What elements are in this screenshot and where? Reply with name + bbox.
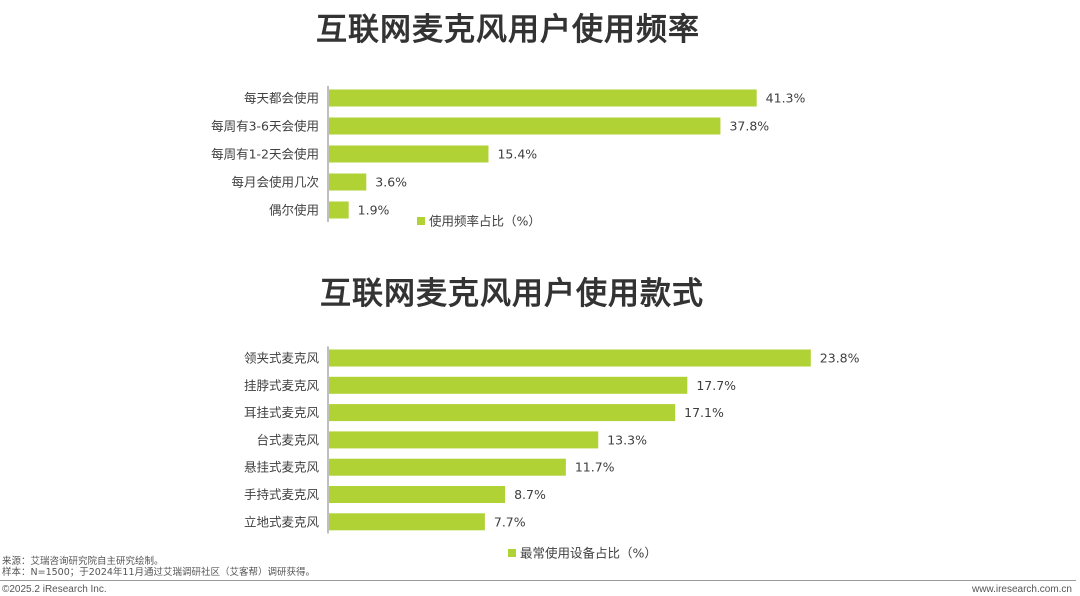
styles-bar-chart: 领夹式麦克风 23.8% 挂脖式麦克风 17.7% 耳挂式麦克风 17.1% 台式麦克风 13… (244, 346, 860, 561)
bar (329, 145, 489, 163)
value-label: 15.4% (497, 147, 537, 162)
legend: 最常使用设备占比（%） (508, 546, 657, 561)
value-label: 37.8% (729, 119, 769, 134)
legend: 使用频率占比（%） (417, 214, 541, 229)
category-label: 手持式麦克风 (244, 487, 320, 502)
value-label: 13.3% (607, 432, 647, 447)
value-label: 17.1% (684, 405, 724, 420)
chart-title-frequency: 互联网麦克风用户使用频率 (316, 12, 700, 48)
footer-notes: 来源：艾瑞咨询研究院自主研究绘制。 样本：N=1500；于2024年11月通过艾… (2, 556, 315, 578)
bar (329, 173, 367, 191)
value-label: 17.7% (696, 378, 736, 393)
bar (329, 117, 721, 135)
value-label: 8.7% (514, 487, 546, 502)
value-label: 11.7% (575, 460, 615, 475)
bar (329, 431, 599, 449)
category-label: 每月会使用几次 (231, 175, 319, 190)
value-label: 3.6% (375, 175, 407, 190)
frequency-bar-chart: 每天都会使用 41.3% 每周有3-6天会使用 37.8% 每周有1-2天会使用 15.4… (211, 86, 806, 229)
bar (329, 349, 811, 367)
copyright-text: ©2025.2 iResearch Inc. (2, 584, 107, 595)
category-label: 悬挂式麦克风 (244, 460, 320, 475)
footer-divider (0, 580, 1076, 581)
bar (329, 376, 688, 394)
legend-swatch (508, 549, 516, 557)
legend-label: 使用频率占比（%） (429, 214, 541, 229)
value-label: 1.9% (358, 203, 390, 218)
legend-swatch (417, 217, 425, 225)
value-label: 7.7% (494, 514, 526, 529)
bar (329, 486, 506, 503)
value-label: 23.8% (820, 351, 860, 366)
bar (329, 89, 757, 107)
category-label: 每天都会使用 (244, 91, 319, 106)
bar (329, 404, 676, 422)
category-label: 偶尔使用 (269, 203, 319, 218)
category-label: 领夹式麦克风 (244, 351, 320, 366)
category-label: 挂脖式麦克风 (244, 378, 320, 393)
category-label: 每周有1-2天会使用 (211, 147, 319, 162)
value-label: 41.3% (766, 91, 806, 106)
category-label: 耳挂式麦克风 (244, 405, 320, 420)
bar (329, 513, 485, 531)
legend-label: 最常使用设备占比（%） (520, 546, 657, 561)
bar (329, 458, 566, 476)
website-link[interactable]: www.iresearch.com.cn (971, 584, 1072, 595)
chart-title-styles: 互联网麦克风用户使用款式 (320, 276, 704, 312)
category-label: 台式麦克风 (256, 432, 319, 447)
sample-note: 样本：N=1500；于2024年11月通过艾瑞调研社区（艾客帮）调研获得。 (2, 567, 316, 578)
bar (329, 201, 349, 219)
category-label: 每周有3-6天会使用 (211, 119, 319, 134)
category-label: 立地式麦克风 (244, 514, 320, 529)
source-note: 来源：艾瑞咨询研究院自主研究绘制。 (2, 556, 164, 567)
